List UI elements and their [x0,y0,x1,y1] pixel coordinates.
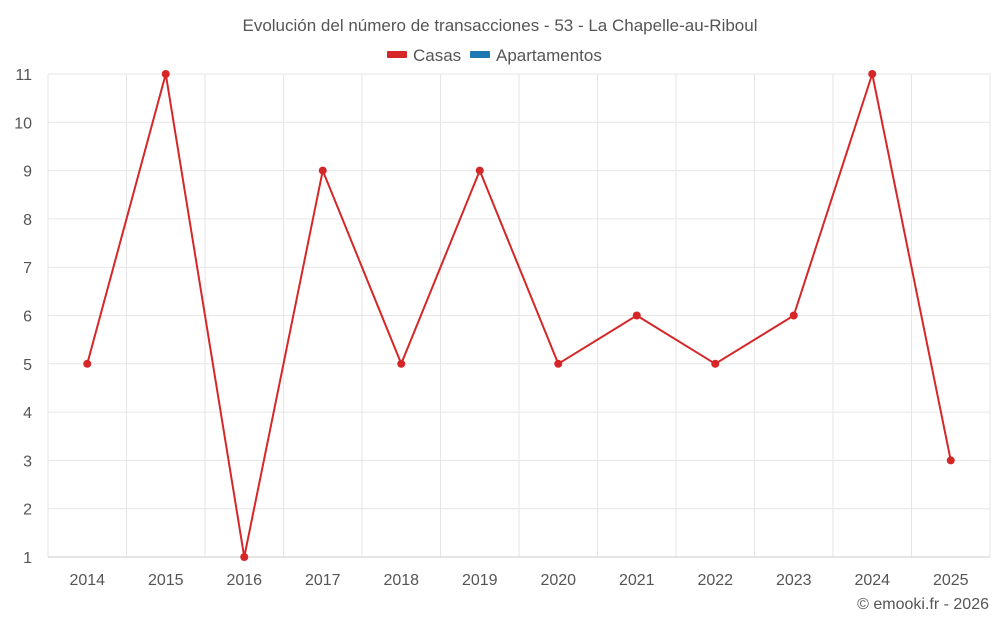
series-line-casas [86,73,952,558]
y-tick-label: 2 [23,502,32,519]
data-point-casas-2015[interactable] [161,70,170,78]
data-point-casas-2024[interactable] [868,70,877,78]
legend-swatch-casas [387,51,407,58]
data-point-casas-2018[interactable] [397,359,406,368]
y-tick-label: 6 [23,309,32,326]
data-point-casas-2016[interactable] [240,553,249,561]
data-point-casas-2017[interactable] [318,166,327,175]
y-tick-label: 3 [23,453,32,470]
legend: Casas Apartamentos [387,46,602,65]
chart-title: Evolución del número de transacciones - … [242,16,757,35]
x-tick-label: 2015 [148,572,184,589]
y-tick-label: 5 [23,357,32,374]
x-tick-label: 2022 [697,572,733,589]
x-tick-label: 2018 [383,572,419,589]
data-point-casas-2023[interactable] [789,311,798,320]
x-tick-label: 2021 [619,572,655,589]
data-point-casas-2014[interactable] [83,359,92,368]
x-tick-label: 2017 [305,572,341,589]
legend-swatch-apartamentos [470,51,490,58]
x-tick-label: 2019 [462,572,498,589]
x-tick-label: 2024 [854,572,890,589]
y-tick-label: 10 [14,115,32,132]
x-tick-label: 2020 [540,572,576,589]
x-axis-ticks: 2014 2015 2016 2017 2018 2019 2020 2021 2022 2023… [69,572,968,589]
legend-label-apartamentos: Apartamentos [496,46,602,65]
series-casas [83,70,955,561]
x-tick-label: 2016 [226,572,262,589]
credit: © emooki.fr - 2026 [857,596,989,613]
data-point-casas-2022[interactable] [711,359,720,368]
data-point-casas-2019[interactable] [475,166,484,175]
legend-item-casas[interactable]: Casas [387,46,461,65]
x-tick-label: 2025 [933,572,969,589]
x-tick-label: 2023 [776,572,812,589]
y-tick-label: 11 [15,67,32,84]
y-tick-label: 7 [23,260,32,277]
legend-item-apartamentos[interactable]: Apartamentos [470,46,602,65]
data-point-casas-2021[interactable] [632,311,641,320]
y-tick-label: 8 [23,212,32,229]
legend-label-casas: Casas [413,46,461,65]
y-tick-label: 9 [23,164,32,181]
y-tick-label: 1 [23,550,32,567]
x-tick-label: 2014 [69,572,105,589]
y-axis-ticks: 1 2 3 4 5 6 7 8 9 10 11 [14,67,32,567]
data-point-casas-2025[interactable] [946,456,955,465]
data-point-casas-2020[interactable] [554,359,563,368]
y-tick-label: 4 [23,405,32,422]
